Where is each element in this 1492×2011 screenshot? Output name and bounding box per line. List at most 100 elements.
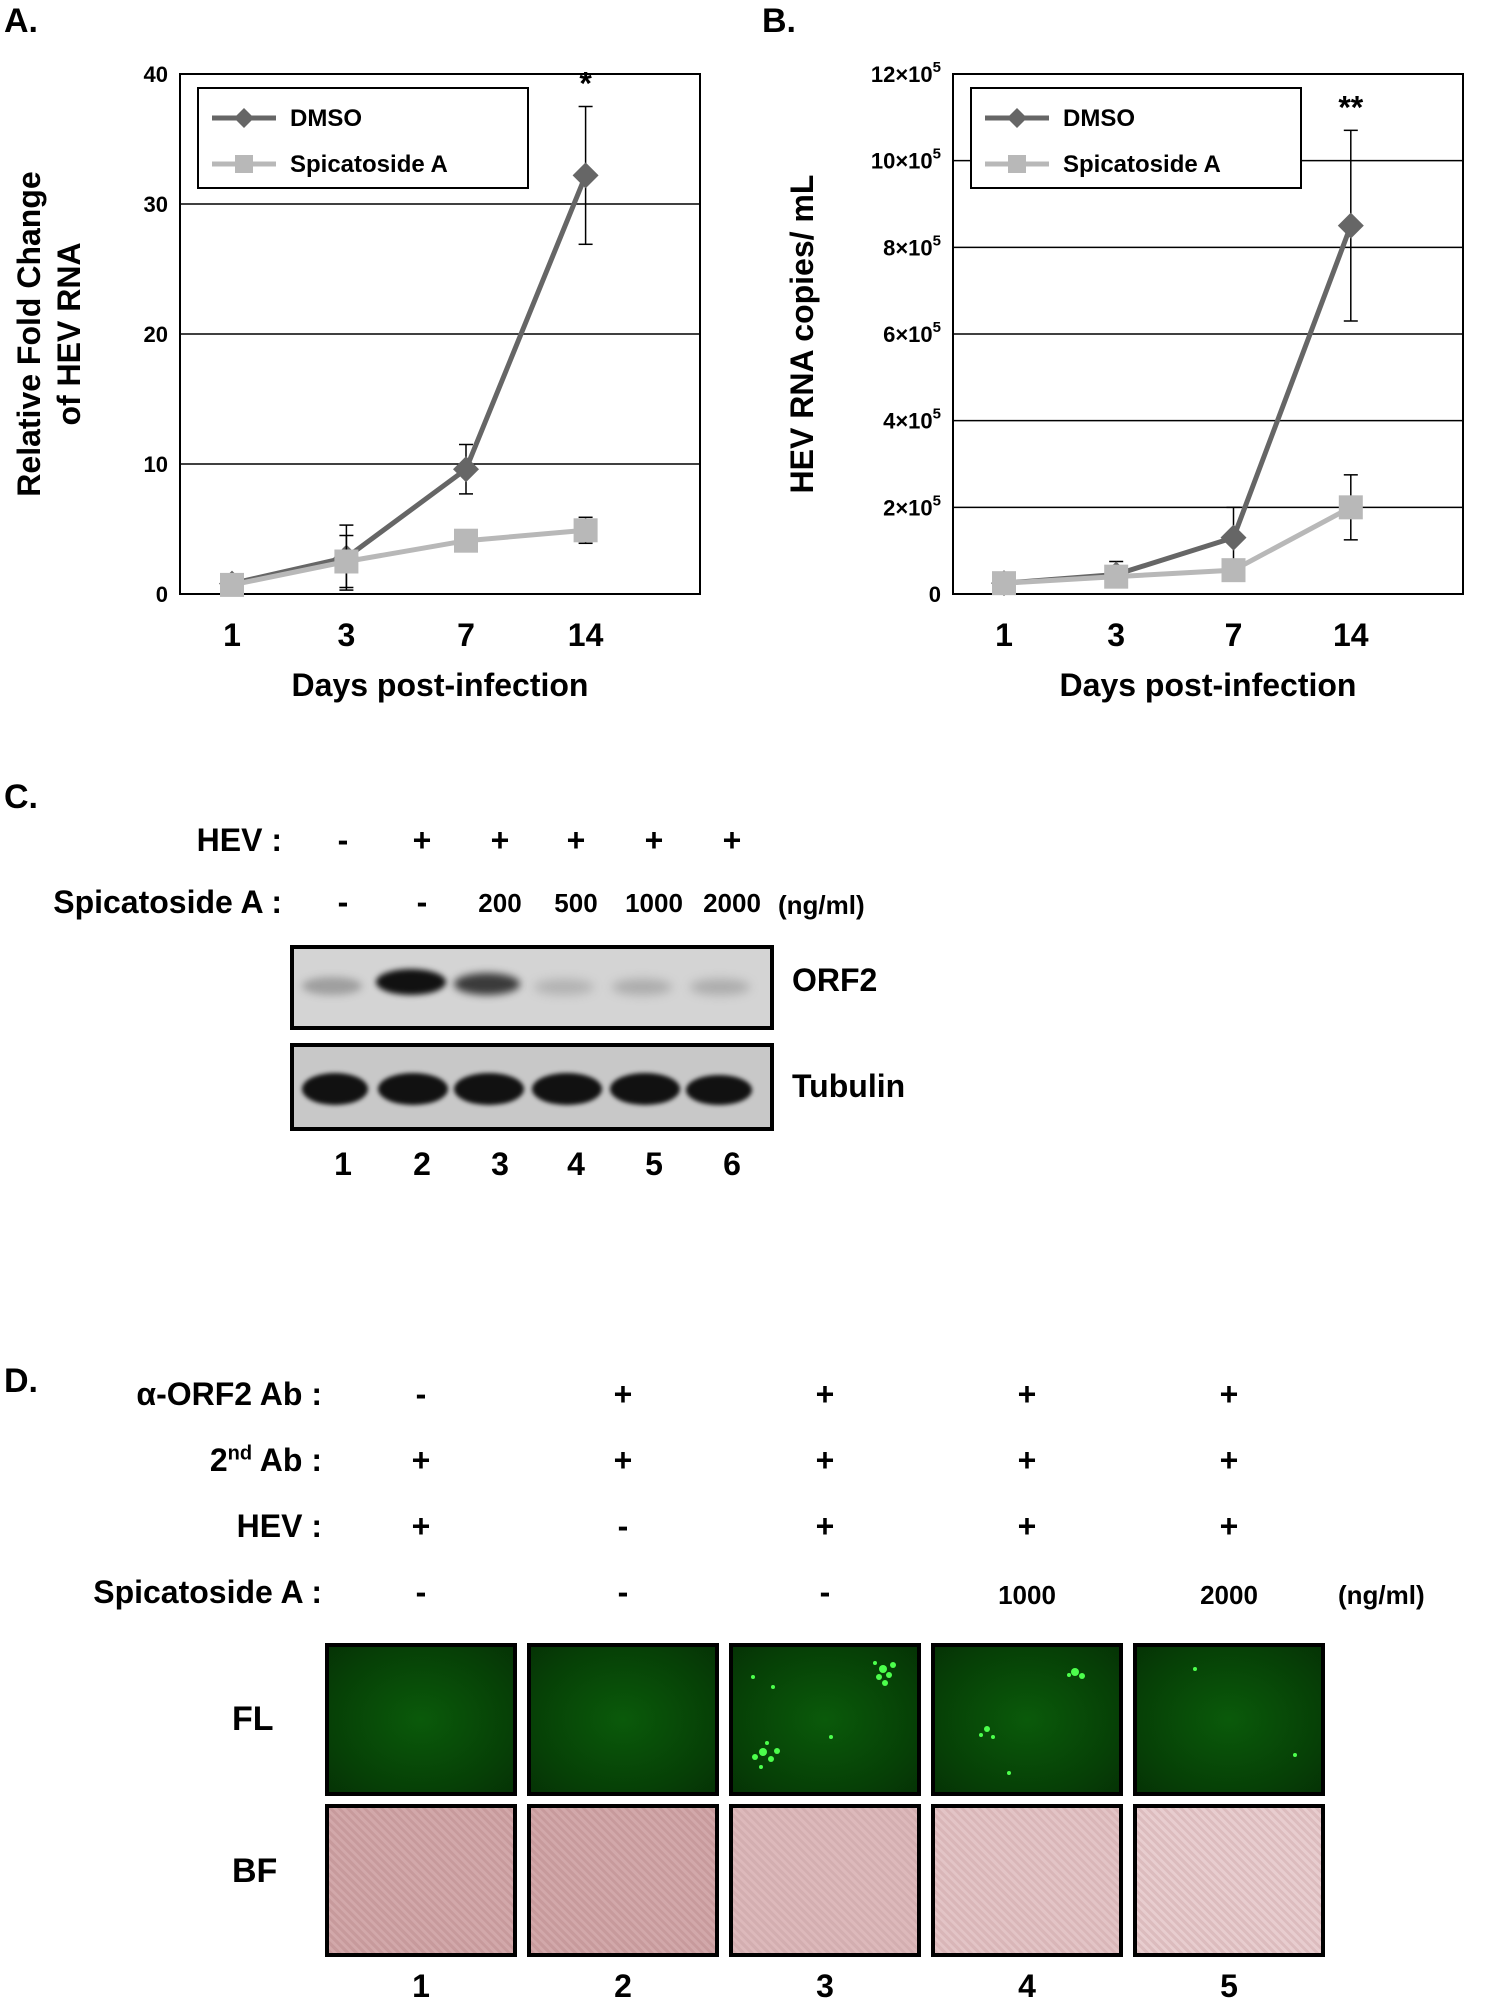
tubulin-blot xyxy=(290,1043,774,1131)
c-spica-lane-2: - xyxy=(416,884,428,920)
d-row3-col2: - xyxy=(617,1574,629,1610)
b-point-square xyxy=(1104,564,1129,589)
d-row-label-0: α-ORF2 Ab : xyxy=(136,1376,322,1412)
d-lane-number-3: 3 xyxy=(816,1968,834,2004)
b-legend-marker-1 xyxy=(1008,155,1026,173)
tubulin-band-lane3 xyxy=(454,1073,524,1105)
fl-image-1 xyxy=(325,1643,517,1796)
bf-image-3 xyxy=(729,1804,921,1957)
d-row1-col4: + xyxy=(1017,1442,1037,1478)
c-hev-lane-6: + xyxy=(722,822,742,858)
fl-label: FL xyxy=(232,1700,274,1738)
orf2-band-lane1 xyxy=(302,977,362,995)
d-row-label-3: Spicatoside A : xyxy=(93,1574,322,1610)
panel-a-letter: A. xyxy=(4,2,38,40)
a-ytick-label: 20 xyxy=(144,322,168,347)
d-row3-col3: - xyxy=(819,1574,831,1610)
a-xtick-label: 14 xyxy=(568,617,604,653)
b-series-line-0 xyxy=(1003,224,1354,586)
bf-label: BF xyxy=(232,1852,278,1890)
a-point-diamond xyxy=(453,456,479,483)
b-ytick-label: 6×105 xyxy=(883,319,941,347)
fl-foci-4 xyxy=(979,1668,1085,1775)
panel-d-letter: D. xyxy=(4,1362,38,1400)
a-point-square xyxy=(454,528,478,553)
b-ytick-label: 10×105 xyxy=(871,146,941,174)
b-xtick-label: 1 xyxy=(995,617,1013,653)
d-row-label-2: HEV : xyxy=(236,1508,322,1544)
orf2-label: ORF2 xyxy=(792,962,878,998)
panel-c-letter: C. xyxy=(4,778,38,816)
c-spica-lane-1: - xyxy=(337,884,349,920)
b-xaxis-label: Days post-infection xyxy=(1060,667,1357,703)
d-row3-col4: 1000 xyxy=(998,1580,1056,1610)
a-legend-label-1: Spicatoside A xyxy=(290,151,448,178)
fl-image-2 xyxy=(527,1643,719,1796)
fl-image-4 xyxy=(931,1643,1123,1796)
a-legend-marker-0 xyxy=(234,108,254,128)
c-lane-number-5: 5 xyxy=(645,1146,663,1182)
tubulin-band-lane5 xyxy=(610,1073,680,1105)
tubulin-band-lane6 xyxy=(686,1075,752,1105)
orf2-band-lane3 xyxy=(454,973,520,995)
b-point-square xyxy=(992,571,1016,596)
d-row2-col2: - xyxy=(617,1508,629,1544)
a-xtick-label: 3 xyxy=(338,617,356,653)
b-legend-label-0: DMSO xyxy=(1063,105,1135,132)
c-spica-lane-5: 1000 xyxy=(625,888,683,918)
c-hev-lane-3: + xyxy=(490,822,510,858)
a-legend-label-0: DMSO xyxy=(290,105,362,132)
spicatoside-row-label: Spicatoside A : xyxy=(53,884,282,920)
b-yaxis-label: HEV RNA copies/ mL xyxy=(784,175,820,494)
a-point-diamond xyxy=(572,162,599,189)
d-lane-number-5: 5 xyxy=(1220,1968,1238,2004)
b-ytick-label: 12×105 xyxy=(871,59,941,87)
a-xaxis-label: Days post-infection xyxy=(292,667,589,703)
c-spica-lane-6: 2000 xyxy=(703,888,761,918)
d-row2-col1: + xyxy=(411,1508,431,1544)
orf2-band-lane6 xyxy=(690,979,750,995)
b-xtick-label: 14 xyxy=(1333,617,1369,653)
orf2-band-lane5 xyxy=(612,979,672,995)
b-series-line-1 xyxy=(1003,505,1352,586)
b-point-square xyxy=(1338,495,1363,520)
a-point-square xyxy=(220,572,244,597)
c-spica-lane-3: 200 xyxy=(478,888,522,918)
d-row2-col4: + xyxy=(1017,1508,1037,1544)
c-lane-number-1: 1 xyxy=(334,1146,352,1182)
d-lane-number-1: 1 xyxy=(412,1968,430,2004)
d-row1-col5: + xyxy=(1219,1442,1239,1478)
a-point-square xyxy=(573,518,598,543)
c-lane-number-3: 3 xyxy=(491,1146,509,1182)
d-row0-col1: - xyxy=(415,1376,427,1412)
c-hev-lane-5: + xyxy=(644,822,664,858)
d-row3-col5: 2000 xyxy=(1200,1580,1258,1610)
d-row0-col5: + xyxy=(1219,1376,1239,1412)
panel-b-chart: 0 2×105 4×105 6×105 8×105 10×105 12×105 1 3 7 14 Da… xyxy=(784,59,1464,703)
c-lane-number-4: 4 xyxy=(567,1146,585,1182)
b-point-diamond xyxy=(1337,212,1364,239)
c-hev-lane-2: + xyxy=(412,822,432,858)
b-xtick-label: 3 xyxy=(1107,617,1125,653)
b-ytick-label: 8×105 xyxy=(883,232,941,260)
d-row1-col3: + xyxy=(815,1442,835,1478)
panel-a-chart: 0 10 20 30 40 1 3 7 14 Days post-infection Relativ… xyxy=(11,62,701,703)
a-xtick-label: 7 xyxy=(457,617,475,653)
fl-image-5 xyxy=(1133,1643,1325,1796)
b-significance-label: ** xyxy=(1338,89,1363,125)
bf-image-1 xyxy=(325,1804,517,1957)
b-ytick-label: 2×105 xyxy=(883,492,941,520)
orf2-blot xyxy=(290,945,774,1030)
c-hev-lane-1: - xyxy=(337,822,349,858)
d-row0-col4: + xyxy=(1017,1376,1037,1412)
a-yaxis-label-line1: Relative Fold Change xyxy=(11,171,47,496)
a-significance-label: * xyxy=(579,66,592,102)
b-ytick-label: 0 xyxy=(929,582,941,607)
a-point-square xyxy=(334,549,359,574)
d-row2-col3: + xyxy=(815,1508,835,1544)
bf-image-2 xyxy=(527,1804,719,1957)
b-ytick-label: 4×105 xyxy=(883,406,941,434)
b-point-square xyxy=(1221,558,1246,583)
fl-foci-3 xyxy=(751,1661,896,1769)
a-ytick-label: 30 xyxy=(144,192,168,217)
